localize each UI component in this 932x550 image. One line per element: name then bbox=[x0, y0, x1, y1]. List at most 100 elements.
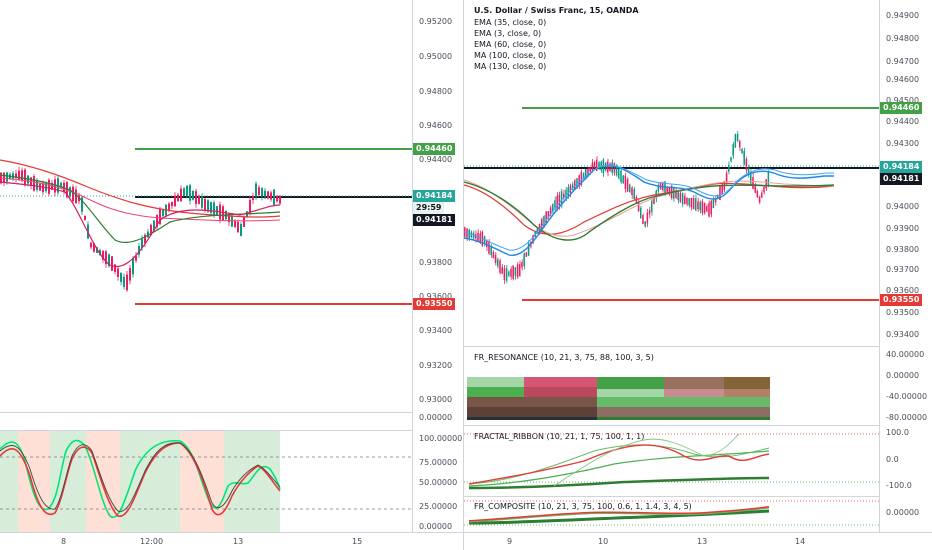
left-price-tick: 0.93600 bbox=[419, 292, 453, 301]
candle-body bbox=[640, 207, 642, 219]
candle-body bbox=[497, 259, 499, 267]
candle-body bbox=[222, 206, 224, 221]
left-oscillator-pane[interactable] bbox=[0, 431, 412, 532]
left-main-pane[interactable] bbox=[0, 0, 412, 412]
candle-body bbox=[701, 201, 704, 214]
candle-body bbox=[688, 198, 690, 206]
candle-body bbox=[153, 220, 155, 231]
ma-line-magenta bbox=[0, 181, 281, 268]
candle-body bbox=[750, 171, 752, 184]
candle-body bbox=[503, 268, 506, 281]
left-oscillator-chart bbox=[0, 431, 412, 532]
ma-line-red bbox=[0, 159, 281, 218]
ribbon-pane[interactable]: FRACTAL_RIBBON (10, 21, 1, 75, 100, 1, 1… bbox=[464, 426, 879, 496]
candle-body bbox=[692, 198, 695, 210]
left-price-tick: 0.95200 bbox=[419, 17, 453, 26]
candle-body bbox=[587, 168, 589, 176]
candle-body bbox=[637, 201, 640, 212]
candle-body bbox=[648, 210, 651, 215]
right-divider[interactable] bbox=[464, 346, 879, 347]
candle-body bbox=[554, 200, 556, 210]
candle-body bbox=[195, 191, 197, 204]
right-price-tick: 0.93700 bbox=[886, 265, 920, 274]
candle-body bbox=[499, 260, 501, 273]
right-price-tick: 0.94900 bbox=[886, 11, 920, 20]
candle-body bbox=[728, 164, 730, 172]
left-main-chart[interactable] bbox=[0, 0, 412, 412]
right-time-axis[interactable]: 9 10 13 14 bbox=[464, 532, 932, 550]
candle-body bbox=[75, 189, 77, 204]
candle-body bbox=[761, 192, 763, 198]
osc-tick: 50.00000 bbox=[419, 478, 458, 487]
candle-body bbox=[129, 268, 131, 281]
right-price-tick: 0.93500 bbox=[886, 308, 920, 317]
candle-body bbox=[607, 161, 609, 173]
candle-body bbox=[752, 177, 754, 189]
candle-body bbox=[519, 264, 521, 276]
candle-body bbox=[15, 173, 17, 179]
study-legend-ema3[interactable]: EMA (3, close, 0) bbox=[474, 29, 542, 38]
left-time-axis[interactable]: 8 12:00 13 15 bbox=[0, 532, 463, 550]
candle-body bbox=[99, 250, 101, 256]
candle-body bbox=[273, 189, 275, 205]
candle-body bbox=[538, 223, 541, 232]
candle-body bbox=[569, 185, 572, 194]
resonance-title[interactable]: FR_RESONANCE (10, 21, 3, 75, 88, 100, 3,… bbox=[474, 353, 654, 362]
composite-title[interactable]: FR_COMPOSITE (10, 21, 3, 75, 100, 0.6, 1… bbox=[474, 502, 692, 511]
ma-line-blue bbox=[464, 164, 834, 256]
candle-body bbox=[666, 186, 668, 193]
left-time-tick: 15 bbox=[352, 537, 363, 546]
candle-body bbox=[730, 157, 732, 162]
candle-body bbox=[574, 180, 576, 190]
candle-body bbox=[717, 194, 719, 199]
candle-body bbox=[508, 271, 510, 276]
composite-chart bbox=[464, 500, 879, 526]
right-divider[interactable] bbox=[464, 425, 879, 426]
osc-tick: 100.00000 bbox=[419, 434, 463, 443]
candle-body bbox=[505, 268, 508, 281]
candle-body bbox=[541, 218, 543, 231]
study-legend-ema35[interactable]: EMA (35, close, 0) bbox=[474, 18, 547, 27]
resonance-pane[interactable]: FR_RESONANCE (10, 21, 3, 75, 88, 100, 3,… bbox=[464, 347, 879, 425]
candle-body bbox=[216, 206, 218, 215]
right-time-tick: 10 bbox=[598, 537, 609, 546]
bid-badge: 0.94181 bbox=[413, 214, 456, 226]
osc-tick: 0.00000 bbox=[419, 522, 453, 531]
study-legend-ma130[interactable]: MA (130, close, 0) bbox=[474, 62, 547, 71]
candle-body bbox=[60, 182, 62, 188]
candle-body bbox=[668, 187, 671, 195]
countdown-badge: 29:59 bbox=[413, 202, 445, 214]
candle-body bbox=[593, 162, 596, 169]
left-divider[interactable] bbox=[0, 412, 412, 413]
candle-body bbox=[734, 134, 737, 148]
candle-body bbox=[138, 245, 140, 255]
candle-body bbox=[114, 264, 116, 272]
left-price-tick: 0.94400 bbox=[419, 155, 453, 164]
right-divider[interactable] bbox=[464, 496, 879, 497]
candle-body bbox=[490, 247, 492, 256]
composite-pane[interactable]: FR_COMPOSITE (10, 21, 3, 75, 100, 0.6, 1… bbox=[464, 497, 879, 532]
candle-body bbox=[543, 216, 545, 227]
left-divider[interactable] bbox=[0, 430, 412, 431]
candle-body bbox=[754, 184, 756, 193]
candle-body bbox=[186, 185, 188, 196]
candle-body bbox=[624, 175, 627, 189]
left-price-axis[interactable]: 0.95200 0.95000 0.94800 0.94600 0.94400 … bbox=[412, 0, 463, 532]
symbol-title[interactable]: U.S. Dollar / Swiss Franc, 15, OANDA bbox=[474, 6, 639, 15]
right-main-chart[interactable] bbox=[464, 0, 879, 346]
ribbon-tick: -100.0 bbox=[886, 481, 912, 490]
target-high-badge: 0.94460 bbox=[880, 102, 923, 114]
candle-body bbox=[622, 175, 624, 184]
ribbon-title[interactable]: FRACTAL_RIBBON (10, 21, 1, 75, 100, 1, 1… bbox=[474, 432, 645, 441]
right-price-axis[interactable]: 0.94900 0.94800 0.94700 0.94600 0.94500 … bbox=[879, 0, 932, 532]
candle-body bbox=[111, 256, 113, 271]
candle-body bbox=[255, 183, 257, 197]
study-legend-ma100[interactable]: MA (100, close, 0) bbox=[474, 51, 547, 60]
candle-body bbox=[629, 184, 631, 192]
resonance-tick: -40.00000 bbox=[886, 392, 928, 401]
study-legend-ema60[interactable]: EMA (60, close, 0) bbox=[474, 40, 547, 49]
candle-body bbox=[525, 252, 528, 257]
candle-body bbox=[681, 193, 684, 205]
candle-body bbox=[657, 186, 660, 192]
right-main-pane[interactable]: U.S. Dollar / Swiss Franc, 15, OANDA EMA… bbox=[464, 0, 879, 346]
